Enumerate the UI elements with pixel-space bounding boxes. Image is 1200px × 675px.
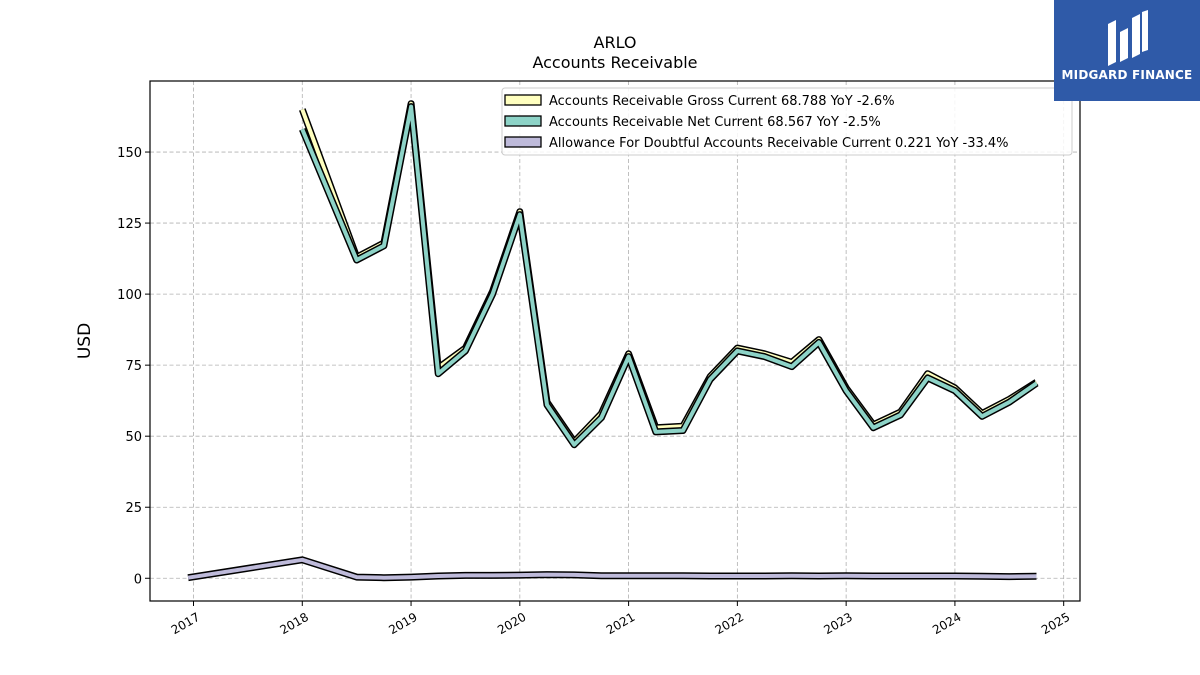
series-outline xyxy=(299,103,1039,449)
plot-frame xyxy=(149,80,1081,602)
chart-title: ARLO xyxy=(594,33,637,52)
x-axis-ticks: 2017 2018 2019 2020 2021 2022 2023 2024 2025 xyxy=(169,601,1072,637)
brand-logo: MIDGARD FINANCE xyxy=(1054,0,1200,101)
x-tick-label: 2021 xyxy=(604,610,637,637)
legend-entry: Allowance For Doubtful Accounts Receivab… xyxy=(549,136,1009,151)
y-tick-label: 25 xyxy=(125,501,142,516)
series-line xyxy=(300,104,1038,447)
series-layer xyxy=(187,100,1039,582)
y-axis-label: USD xyxy=(75,323,95,359)
x-tick-label: 2018 xyxy=(278,610,311,637)
y-tick-label: 75 xyxy=(125,359,142,374)
y-tick-label: 125 xyxy=(117,217,142,232)
legend-swatch xyxy=(504,136,542,148)
brand-name: MIDGARD FINANCE xyxy=(1061,68,1193,82)
x-tick-label: 2024 xyxy=(930,610,963,637)
y-tick-label: 150 xyxy=(117,146,142,161)
x-tick-label: 2025 xyxy=(1039,610,1072,637)
legend-swatch xyxy=(504,94,542,106)
y-tick-label: 0 xyxy=(134,572,142,587)
x-tick-label: 2019 xyxy=(386,610,419,637)
x-tick-label: 2017 xyxy=(169,610,202,637)
legend-box xyxy=(501,87,1073,156)
x-tick-label: 2022 xyxy=(713,610,746,637)
legend-entry: Accounts Receivable Gross Current 68.788… xyxy=(549,94,895,109)
legend-entry: Accounts Receivable Net Current 68.567 Y… xyxy=(549,115,881,130)
y-tick-label: 50 xyxy=(125,430,142,445)
legend: Accounts Receivable Gross Current 68.788… xyxy=(501,87,1073,156)
x-tick-label: 2020 xyxy=(495,610,528,637)
grid xyxy=(150,81,1080,601)
chart-subtitle: Accounts Receivable xyxy=(532,53,697,72)
x-tick-label: 2023 xyxy=(821,610,854,637)
series-line xyxy=(187,557,1037,580)
y-tick-label: 100 xyxy=(117,288,142,303)
legend-swatch xyxy=(504,115,542,127)
y-axis-ticks: 0 25 50 75 100 125 150 xyxy=(117,146,150,587)
logo-mark-icon xyxy=(1108,10,1148,66)
